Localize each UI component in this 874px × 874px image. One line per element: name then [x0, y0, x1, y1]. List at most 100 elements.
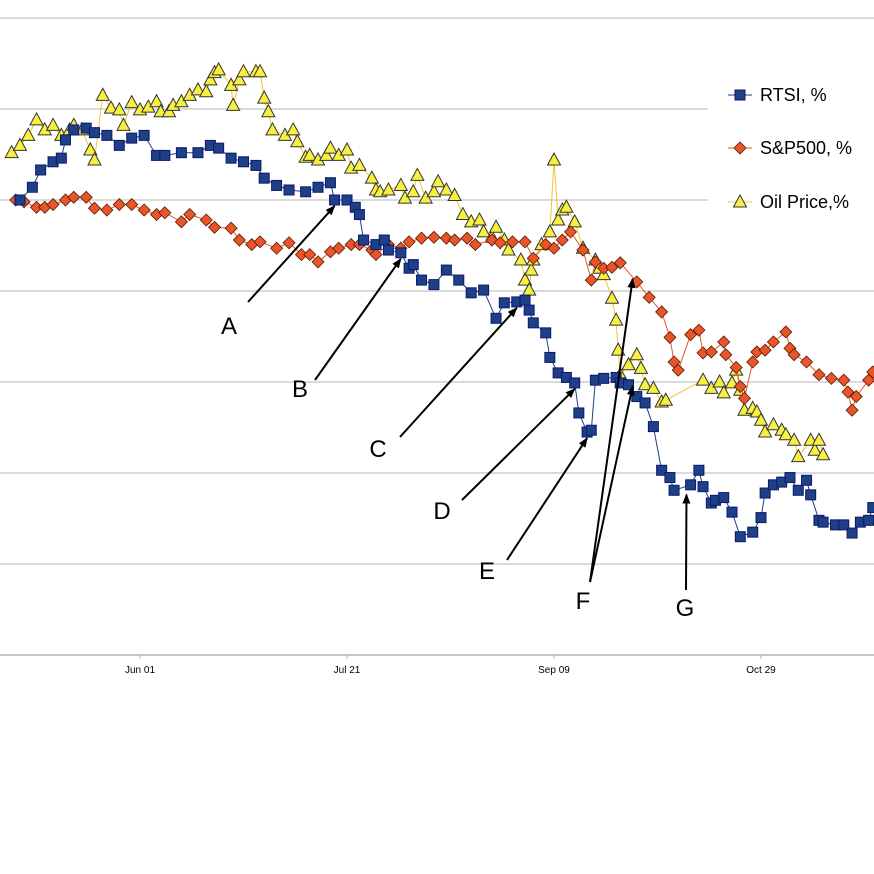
sp500-point	[729, 360, 743, 375]
oil-price-point	[352, 157, 367, 171]
sp500-point	[448, 233, 462, 247]
sp500-point	[799, 355, 814, 369]
rtsi-point	[14, 194, 26, 206]
rtsi-point	[573, 407, 585, 419]
oil-price-point	[447, 187, 462, 201]
sp500-point	[555, 233, 569, 247]
rtsi-point	[718, 492, 730, 504]
sp500-point	[717, 335, 731, 349]
legend-item: RTSI, %	[728, 85, 827, 105]
oil-price-point	[103, 100, 119, 114]
rtsi-point	[656, 464, 668, 476]
sp500-point	[584, 273, 598, 287]
rtsi-point	[519, 294, 531, 306]
oil-price-point	[559, 199, 574, 213]
sp500-point	[332, 241, 346, 255]
sp500-point	[849, 389, 863, 404]
sp500-point	[812, 368, 826, 382]
oil-price-point	[111, 101, 127, 116]
sp500-point	[311, 255, 325, 269]
oil-price-point	[318, 147, 334, 161]
rtsi-point	[647, 421, 659, 433]
sp500-point	[613, 256, 627, 270]
oil-price-point	[658, 392, 674, 406]
rtsi-point	[734, 531, 746, 543]
sp500-point	[402, 235, 416, 249]
rtsi-point	[726, 506, 738, 518]
annotations: A B C D E F G	[221, 205, 695, 622]
oil-price-point	[778, 426, 794, 441]
rtsi-point	[126, 132, 138, 144]
sp500-point	[199, 213, 213, 227]
x-tick-label: Jul 21	[334, 665, 361, 676]
rtsi-point	[353, 209, 365, 221]
annotation-arrow	[589, 277, 636, 583]
oil-price-point	[95, 87, 111, 101]
rtsi-point	[544, 351, 556, 363]
oil-price-point	[190, 81, 206, 96]
sp500-point	[125, 197, 139, 212]
rtsi-point	[792, 484, 804, 496]
sp500-point	[845, 403, 859, 417]
oil-price-point	[149, 93, 164, 108]
oil-price-point	[513, 252, 529, 266]
oil-price-point	[807, 442, 823, 456]
oil-price-point	[550, 211, 566, 226]
oil-price-point	[790, 448, 806, 463]
annotation-label: G	[676, 595, 695, 622]
oil-price-point	[621, 356, 636, 371]
rtsi-point	[324, 177, 336, 189]
sp500-point	[224, 221, 238, 235]
legend-label: S&P500, %	[760, 138, 852, 158]
rtsi-point	[88, 127, 100, 139]
rtsi-point	[465, 287, 477, 299]
rtsi-point	[55, 152, 67, 164]
rtsi-point	[453, 274, 465, 286]
oil-price-point	[472, 211, 487, 226]
rtsi-point	[258, 172, 270, 184]
sp500-point	[655, 305, 669, 319]
oil-price-point	[203, 71, 218, 86]
rtsi-point	[805, 489, 817, 501]
oil-price-point	[225, 97, 241, 111]
oil-price-point	[712, 373, 727, 388]
oil-price-point	[323, 140, 338, 154]
oil-price-point	[302, 147, 318, 161]
sp500-point	[766, 335, 780, 349]
oil-price-point	[252, 63, 268, 78]
sp500-point	[303, 248, 317, 262]
sp500-point	[67, 190, 81, 204]
oil-price-point	[517, 272, 533, 286]
oil-price-point	[211, 61, 226, 76]
sp500-point	[758, 343, 772, 357]
oil-price-point	[608, 312, 624, 326]
sp500-point	[737, 391, 752, 405]
rtsi-point	[192, 147, 204, 159]
oil-price-point	[405, 183, 421, 198]
rtsi-point	[283, 184, 295, 196]
sp500-point	[493, 236, 507, 250]
oil-price-point	[364, 170, 380, 184]
rtsi-point	[863, 514, 874, 526]
rtsi-point	[693, 464, 705, 476]
sp500-point	[100, 203, 114, 217]
rtsi-point	[668, 484, 680, 496]
oil-price-point	[430, 173, 446, 188]
sp500-point	[183, 207, 197, 222]
rtsi-point	[867, 502, 874, 514]
rtsi-point	[585, 424, 597, 436]
rtsi-point	[378, 234, 390, 246]
legend: RTSI, % S&P500, % Oil Price,%	[728, 85, 852, 212]
sp500-point	[866, 365, 874, 379]
sp500-point	[824, 371, 838, 385]
sp500-point	[369, 248, 383, 262]
sp500-point	[282, 236, 296, 250]
sp500-point	[663, 330, 677, 344]
oil-price-point	[724, 374, 740, 389]
annotation-label: D	[433, 498, 450, 525]
oil-price-point	[410, 167, 425, 181]
rtsi-point	[639, 397, 651, 409]
sp500-point	[414, 231, 429, 245]
series-square	[14, 122, 874, 543]
oil-price-point	[12, 137, 28, 151]
